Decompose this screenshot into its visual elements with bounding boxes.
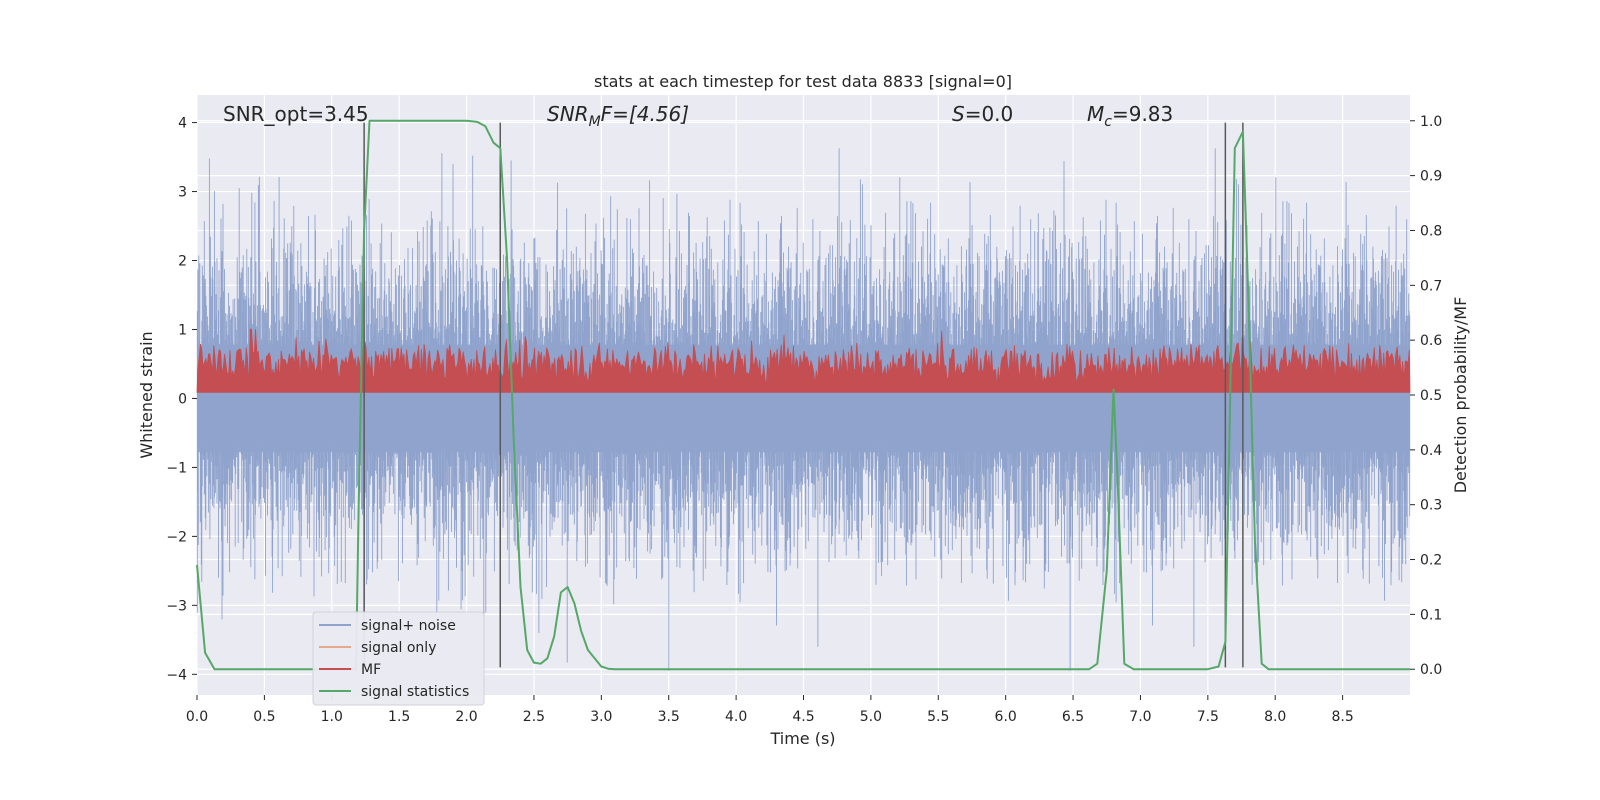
x-tick-label: 0.5 <box>253 709 275 725</box>
x-axis-ticks: 0.0 0.5 1.0 1.5 2.0 2.5 3.0 3.5 4.0 4.5 5.0 5.5 6.0 6… <box>186 695 1354 725</box>
annotation-mc: Mc=9.83 <box>1087 102 1173 130</box>
y-left-tick-label: 2 <box>178 254 187 270</box>
x-tick-label: 8.0 <box>1264 709 1286 725</box>
annotation-mc-sub: c <box>1104 114 1112 130</box>
y-left-tick-label: −1 <box>166 460 187 476</box>
y-right-tick-label: 0.4 <box>1420 443 1442 459</box>
y-left-tick-label: −2 <box>166 529 187 545</box>
annotation-mc-prefix: M <box>1087 102 1104 126</box>
y-right-tick-label: 0.5 <box>1420 388 1442 404</box>
chart-title: stats at each timestep for test data 883… <box>594 72 1012 91</box>
annotation-snr-mf-suffix: F=[4.56] <box>601 102 689 126</box>
y-right-tick-label: 0.2 <box>1420 553 1442 569</box>
y-right-tick-label: 0.6 <box>1420 333 1442 349</box>
x-tick-label: 5.0 <box>860 709 882 725</box>
y-left-tick-label: 1 <box>178 322 187 338</box>
y-right-tick-label: 0.8 <box>1420 223 1442 239</box>
x-tick-label: 6.0 <box>995 709 1017 725</box>
annotation-s-suffix: =0.0 <box>965 102 1014 126</box>
x-tick-label: 1.0 <box>321 709 343 725</box>
y-right-axis-ticks: 1.0 0.9 0.8 0.7 0.6 0.5 0.4 0.3 0.2 0.1 0.0 <box>1410 114 1442 678</box>
series-signal-statistics <box>196 119 1410 671</box>
annotation-snr-opt: SNR_opt=3.45 <box>223 102 369 126</box>
annotation-mc-suffix: =9.83 <box>1112 102 1173 126</box>
annotation-snr-mf-sub: M <box>589 114 601 130</box>
y-right-tick-label: 0.3 <box>1420 498 1442 514</box>
y-right-axis-label: Detection probability/MF <box>1451 297 1470 494</box>
y-right-tick-label: 0.9 <box>1420 169 1442 185</box>
y-left-tick-label: 3 <box>178 185 187 201</box>
y-left-tick-label: −4 <box>166 667 187 683</box>
x-tick-label: 6.5 <box>1062 709 1084 725</box>
y-right-tick-label: 0.7 <box>1420 278 1442 294</box>
x-tick-label: 1.5 <box>388 709 410 725</box>
legend-box <box>312 611 485 706</box>
y-left-tick-label: 0 <box>178 391 187 407</box>
x-tick-label: 2.0 <box>455 709 477 725</box>
x-tick-label: 8.5 <box>1331 709 1353 725</box>
signal-statistics-line <box>196 119 1410 671</box>
x-tick-label: 7.5 <box>1197 709 1219 725</box>
x-tick-label: 0.0 <box>186 709 208 725</box>
annotation-snr-mf: SNRMF=[4.56] <box>547 102 689 130</box>
legend-label-mf: MF <box>361 662 381 678</box>
legend-label-signal-noise: signal+ noise <box>361 618 456 634</box>
y-right-tick-label: 1.0 <box>1420 114 1442 130</box>
y-right-tick-label: 0.0 <box>1420 662 1442 678</box>
x-tick-label: 5.5 <box>927 709 949 725</box>
x-tick-label: 4.5 <box>792 709 814 725</box>
y-left-tick-label: −3 <box>166 598 187 614</box>
x-tick-label: 4.0 <box>725 709 747 725</box>
x-tick-label: 7.0 <box>1129 709 1151 725</box>
annotation-snr-mf-prefix: SNR <box>547 102 589 126</box>
annotation-s-prefix: S <box>952 102 965 126</box>
y-left-axis-ticks: 4 3 2 1 0 −1 −2 −3 −4 <box>166 116 197 683</box>
y-right-tick-label: 0.1 <box>1420 607 1442 623</box>
legend: signal+ noise signal only MF signal stat… <box>312 611 485 706</box>
x-tick-label: 2.5 <box>523 709 545 725</box>
legend-label-signal-statistics: signal statistics <box>361 684 469 700</box>
x-tick-label: 3.0 <box>590 709 612 725</box>
x-tick-label: 3.5 <box>658 709 680 725</box>
y-left-axis-label: Whitened strain <box>137 331 156 458</box>
legend-label-signal-only: signal only <box>361 640 436 656</box>
x-axis-label: Time (s) <box>769 729 835 748</box>
y-left-tick-label: 4 <box>178 116 187 132</box>
annotation-s: S=0.0 <box>952 102 1013 126</box>
